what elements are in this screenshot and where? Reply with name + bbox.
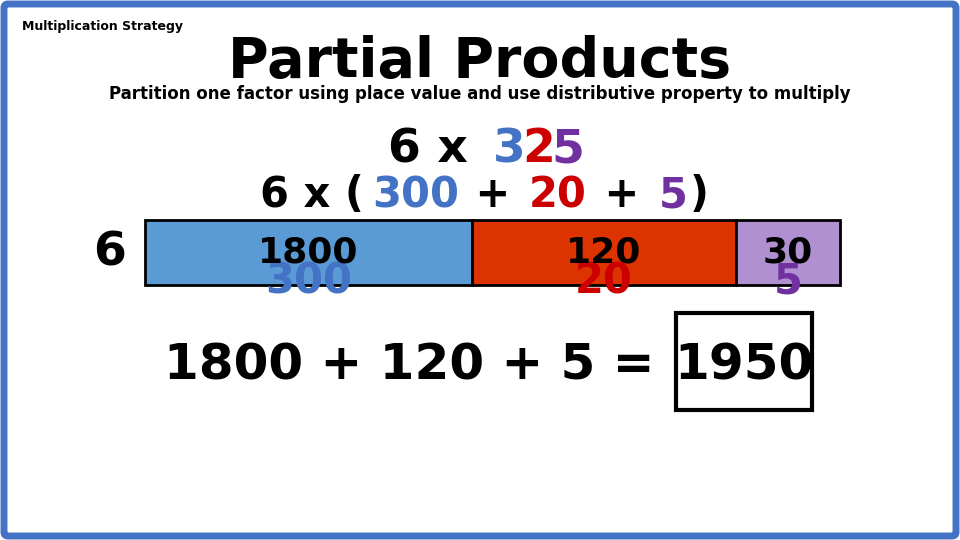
Text: 2: 2: [522, 127, 555, 172]
Bar: [471, 220, 735, 285]
Text: 6 x: 6 x: [388, 127, 484, 172]
Text: 6 x (: 6 x (: [260, 174, 364, 216]
Text: 5: 5: [551, 127, 585, 172]
Text: 300: 300: [372, 174, 459, 216]
Text: 20: 20: [529, 174, 587, 216]
Text: 5: 5: [660, 174, 688, 216]
Bar: [145, 220, 471, 285]
Text: Partition one factor using place value and use distributive property to multiply: Partition one factor using place value a…: [109, 85, 851, 103]
Text: 1950: 1950: [674, 341, 813, 389]
Text: +: +: [461, 174, 525, 216]
Text: +: +: [590, 174, 654, 216]
Text: 6: 6: [93, 230, 127, 275]
Text: 300: 300: [265, 260, 351, 302]
Text: 120: 120: [566, 235, 641, 269]
Text: 20: 20: [575, 260, 633, 302]
Bar: [676, 313, 811, 409]
Bar: [735, 220, 840, 285]
Text: 1800: 1800: [258, 235, 359, 269]
FancyBboxPatch shape: [4, 4, 956, 536]
Text: 5: 5: [774, 260, 803, 302]
Text: Partial Products: Partial Products: [228, 35, 732, 89]
Text: 1800 + 120 + 5 =: 1800 + 120 + 5 =: [164, 341, 672, 389]
Text: ): ): [690, 174, 709, 216]
Text: 3: 3: [492, 127, 526, 172]
Text: Multiplication Strategy: Multiplication Strategy: [22, 20, 183, 33]
Text: 30: 30: [763, 235, 813, 269]
